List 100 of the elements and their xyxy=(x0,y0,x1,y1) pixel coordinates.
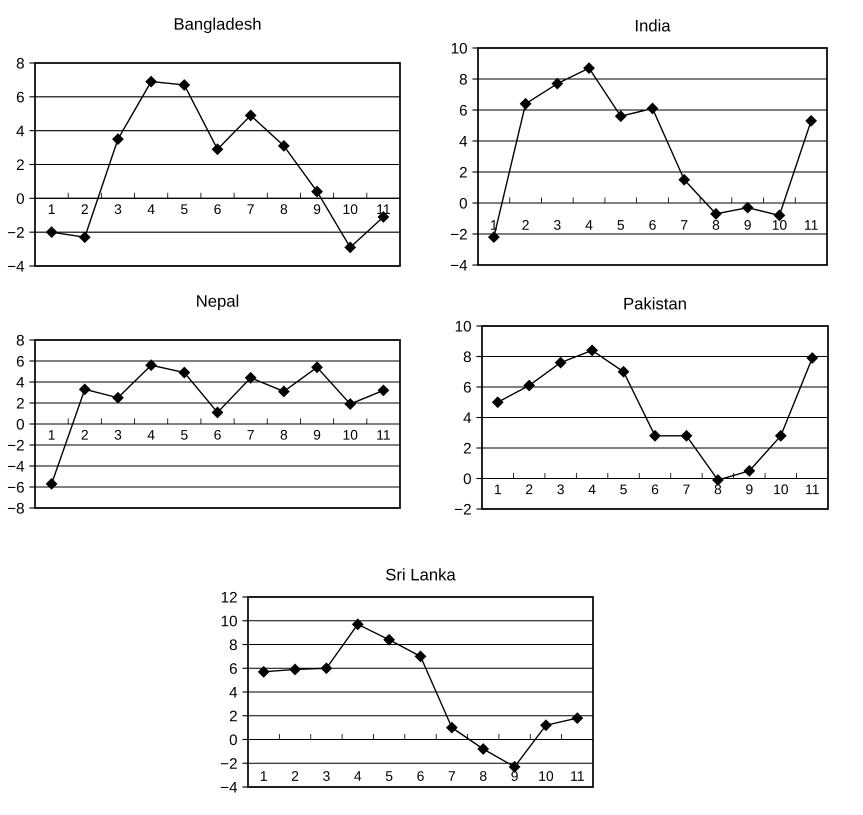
point xyxy=(146,360,157,371)
point xyxy=(678,174,690,186)
y-tick-label: 0 xyxy=(230,734,237,746)
point xyxy=(775,430,786,442)
y-tick-label: 8 xyxy=(16,334,24,346)
x-tick-label: 3 xyxy=(323,771,330,781)
x-tick-label: 4 xyxy=(354,771,362,781)
x-tick-label: 4 xyxy=(148,430,155,440)
point xyxy=(258,666,270,678)
chart-title: Pakistan xyxy=(624,297,686,310)
point xyxy=(245,110,256,122)
y-tick-label: −4 xyxy=(450,260,468,271)
point xyxy=(712,474,724,486)
x-tick-label: 10 xyxy=(344,430,358,440)
point xyxy=(710,208,722,220)
y-tick-label: 0 xyxy=(16,418,24,430)
point xyxy=(289,664,301,676)
y-tick-label: −2 xyxy=(8,440,24,451)
x-tick-label: 9 xyxy=(746,484,753,494)
y-tick-label: 12 xyxy=(222,592,237,603)
y-tick-label: −2 xyxy=(220,758,237,769)
y-tick-label: 6 xyxy=(230,663,237,674)
point xyxy=(311,362,323,373)
point xyxy=(344,242,356,253)
y-tick-label: 0 xyxy=(464,473,471,484)
point xyxy=(245,372,256,384)
y-tick-label: 2 xyxy=(230,710,237,722)
chart-title: Bangladesh xyxy=(174,18,260,34)
point xyxy=(212,406,224,418)
x-tick-label: 5 xyxy=(620,484,627,494)
point xyxy=(552,78,563,90)
point xyxy=(508,761,520,772)
x-tick-label: 3 xyxy=(114,430,122,440)
chart-title: India xyxy=(636,19,671,32)
y-tick-label: −6 xyxy=(8,482,24,493)
x-tick-label: 3 xyxy=(554,220,561,230)
y-tick-label: 0 xyxy=(460,198,467,209)
point xyxy=(446,722,458,734)
point xyxy=(178,366,190,378)
point xyxy=(488,231,500,243)
point xyxy=(586,344,598,356)
point xyxy=(79,384,90,395)
x-tick-label: 7 xyxy=(248,430,254,440)
point xyxy=(744,465,755,476)
x-tick-label: 11 xyxy=(571,771,584,781)
y-tick-label: −4 xyxy=(8,261,24,272)
point xyxy=(112,392,124,404)
x-tick-label: 2 xyxy=(522,220,529,230)
y-tick-label: 6 xyxy=(16,356,24,367)
point xyxy=(278,386,290,398)
point xyxy=(806,352,818,364)
point xyxy=(79,232,90,243)
point xyxy=(478,743,489,755)
x-tick-label: 10 xyxy=(539,771,554,781)
x-tick-label: 10 xyxy=(344,204,358,214)
x-tick-label: 8 xyxy=(712,220,720,230)
x-tick-label: 6 xyxy=(214,204,221,214)
point xyxy=(178,79,190,91)
x-tick-label: 3 xyxy=(557,484,564,494)
y-tick-label: 2 xyxy=(460,166,467,178)
y-tick-label: 2 xyxy=(16,398,24,409)
point xyxy=(524,380,535,392)
x-tick-label: 1 xyxy=(260,771,267,781)
point xyxy=(311,186,323,198)
point xyxy=(112,134,124,145)
x-tick-label: 6 xyxy=(214,430,221,440)
x-tick-label: 6 xyxy=(649,220,656,230)
x-tick-label: 10 xyxy=(774,484,788,494)
y-tick-label: 8 xyxy=(460,74,467,85)
point xyxy=(520,98,532,110)
point xyxy=(649,430,661,442)
y-tick-label: 6 xyxy=(460,104,467,116)
point xyxy=(572,712,583,724)
y-tick-label: −8 xyxy=(8,502,24,514)
x-tick-label: 5 xyxy=(181,430,188,440)
y-tick-label: 4 xyxy=(229,687,238,698)
y-tick-label: 8 xyxy=(230,639,237,650)
x-tick-label: 11 xyxy=(377,430,390,440)
y-tick-label: −4 xyxy=(8,461,24,472)
point xyxy=(212,144,224,155)
point xyxy=(806,115,817,126)
y-tick-label: 2 xyxy=(16,159,24,170)
x-tick-label: 9 xyxy=(314,204,320,214)
x-tick-label: 3 xyxy=(114,204,122,214)
y-tick-label: 2 xyxy=(464,442,471,454)
point xyxy=(378,384,390,396)
x-tick-label: 8 xyxy=(714,484,722,494)
y-tick-label: 8 xyxy=(464,351,471,362)
x-tick-label: 4 xyxy=(148,204,155,214)
x-tick-label: 1 xyxy=(48,430,55,440)
y-tick-label: −2 xyxy=(454,504,471,515)
y-tick-label: 4 xyxy=(16,126,24,136)
point xyxy=(46,478,58,490)
x-tick-label: 4 xyxy=(588,484,596,494)
x-tick-label: 7 xyxy=(681,220,688,230)
x-tick-label: 10 xyxy=(772,220,787,230)
x-tick-label: 7 xyxy=(448,771,456,781)
x-tick-label: 8 xyxy=(280,204,288,214)
point xyxy=(492,396,504,408)
point xyxy=(46,226,58,238)
